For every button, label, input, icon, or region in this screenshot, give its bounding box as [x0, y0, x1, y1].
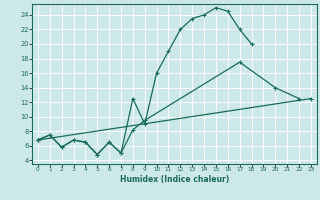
X-axis label: Humidex (Indice chaleur): Humidex (Indice chaleur): [120, 175, 229, 184]
